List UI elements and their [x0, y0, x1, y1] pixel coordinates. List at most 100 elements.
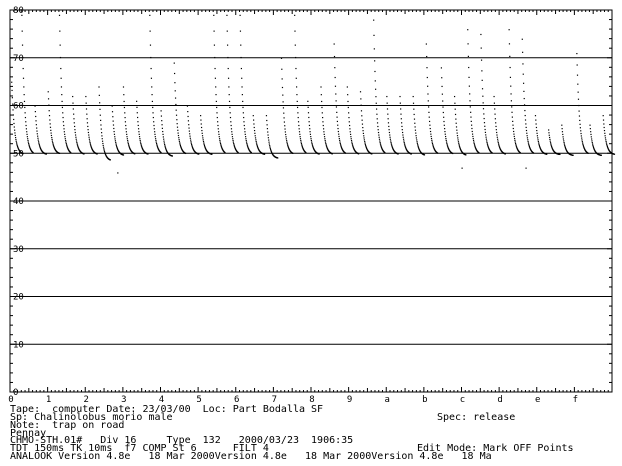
call-point	[27, 141, 29, 143]
call-point	[550, 145, 553, 147]
x-tick-label: f	[573, 395, 578, 405]
call-point	[538, 143, 540, 145]
call-point	[339, 139, 341, 141]
call-point	[349, 131, 351, 133]
call-point	[173, 62, 175, 64]
call-point	[163, 142, 165, 144]
call-point	[301, 146, 304, 148]
call-point	[247, 148, 250, 150]
call-point	[405, 148, 407, 150]
call-point	[350, 138, 352, 140]
call-point	[160, 152, 162, 154]
call-point	[270, 150, 272, 153]
call-point	[286, 140, 288, 142]
call-point	[100, 119, 102, 121]
call-point	[381, 148, 383, 150]
call-point	[417, 145, 419, 147]
call-point	[493, 102, 495, 104]
call-point	[360, 98, 362, 100]
call-point	[336, 120, 338, 123]
call-point	[226, 30, 228, 32]
call-point	[35, 124, 37, 126]
call-point	[200, 126, 203, 129]
call-point	[400, 113, 402, 115]
call-point	[528, 143, 530, 145]
call-point	[101, 132, 103, 134]
call-point	[36, 130, 38, 132]
call-point	[250, 152, 252, 154]
call-point	[269, 147, 271, 150]
call-point	[151, 86, 153, 88]
call-point	[401, 129, 403, 131]
call-point	[234, 146, 236, 148]
x-tick-label: b	[422, 395, 427, 405]
call-point	[318, 153, 320, 155]
call-point	[446, 142, 448, 145]
call-point	[124, 121, 127, 123]
call-point	[522, 51, 524, 53]
call-point	[444, 130, 446, 133]
call-point	[487, 146, 489, 148]
call-point	[61, 94, 63, 96]
call-point	[91, 147, 93, 149]
call-point	[72, 95, 74, 98]
call-point	[390, 141, 392, 144]
call-point	[392, 148, 394, 151]
call-point	[242, 112, 244, 114]
call-point	[177, 134, 180, 137]
call-point	[341, 148, 343, 150]
call-point	[35, 115, 37, 118]
call-point	[458, 145, 461, 147]
call-point	[412, 95, 414, 98]
call-point	[497, 140, 499, 142]
call-point	[361, 123, 364, 125]
call-point	[459, 148, 461, 150]
call-point	[563, 143, 565, 145]
call-point	[233, 142, 235, 145]
call-point	[161, 120, 163, 122]
call-point	[499, 148, 501, 150]
call-point	[320, 94, 322, 96]
call-point	[129, 147, 131, 149]
call-point	[232, 141, 234, 143]
call-point	[155, 138, 157, 140]
call-point	[149, 14, 151, 16]
call-point	[164, 143, 166, 146]
call-point	[302, 148, 304, 150]
call-point	[100, 124, 102, 126]
call-point	[72, 108, 74, 110]
call-point	[104, 153, 107, 155]
y-tick-label: 0	[13, 388, 18, 398]
call-point	[178, 140, 181, 142]
call-point	[590, 131, 592, 133]
sonogram-plot[interactable]: 80 70 60 50 40 30 20 10 00 1 2 3 4 5 6 7 8 9 a b c d e f	[0, 0, 622, 410]
call-point	[430, 137, 433, 140]
call-point	[154, 133, 156, 135]
call-point	[190, 142, 192, 144]
call-point	[65, 142, 67, 145]
call-point	[481, 88, 484, 90]
call-point	[414, 129, 417, 131]
call-point	[60, 77, 62, 79]
call-point	[22, 153, 24, 155]
call-point	[487, 144, 489, 146]
call-point	[529, 148, 531, 150]
call-point	[98, 94, 100, 96]
call-point	[536, 129, 538, 132]
call-point	[179, 142, 181, 144]
call-point	[334, 67, 336, 69]
call-point	[157, 148, 160, 150]
call-point	[388, 125, 390, 128]
call-point	[606, 143, 608, 145]
y-tick-label: 60	[13, 102, 24, 112]
call-point	[141, 148, 144, 150]
call-point	[201, 132, 203, 134]
call-point	[190, 139, 192, 141]
call-point	[414, 122, 416, 124]
call-point	[189, 135, 191, 137]
call-point	[549, 140, 551, 142]
call-point	[374, 70, 376, 73]
call-point	[580, 135, 582, 137]
call-point	[576, 52, 578, 55]
x-tick-label: 5	[196, 395, 201, 405]
